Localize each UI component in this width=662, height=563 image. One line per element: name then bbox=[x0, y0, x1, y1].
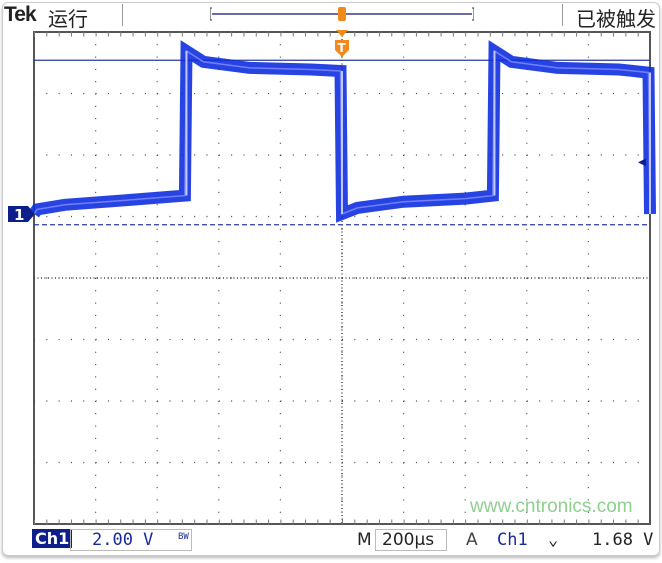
trigger-state: 已被触发 bbox=[576, 7, 656, 31]
trigger-label: A bbox=[466, 530, 478, 550]
brand-logo: Tek bbox=[4, 3, 37, 26]
trigger-marker-label: T bbox=[338, 41, 347, 55]
volts-box bbox=[70, 529, 192, 551]
trigger-level[interactable]: 1.68 V bbox=[592, 530, 654, 550]
bandwidth-limit-icon: BW bbox=[178, 532, 189, 542]
trigger-position-icon bbox=[338, 7, 346, 21]
record-view-bar bbox=[210, 7, 474, 21]
run-state: 运行 bbox=[48, 7, 88, 31]
watermark: www.cntronics.com bbox=[470, 496, 633, 517]
channel-1-ground-marker bbox=[8, 206, 35, 222]
channel-1-button[interactable]: Ch1 bbox=[32, 529, 73, 548]
falling-edge-icon: ⌄ bbox=[548, 530, 559, 550]
timebase-box bbox=[375, 529, 447, 551]
divider bbox=[562, 4, 563, 26]
trigger-level-icon bbox=[638, 158, 646, 167]
trigger-pointer-icon bbox=[336, 30, 348, 37]
divider bbox=[122, 4, 123, 26]
trigger-time-icon bbox=[335, 40, 349, 57]
trigger-source[interactable]: Ch1 bbox=[497, 530, 528, 550]
timebase-label: M bbox=[357, 530, 372, 550]
time-per-div[interactable]: 200µs bbox=[382, 530, 435, 550]
volts-per-div[interactable]: 2.00 V bbox=[92, 530, 154, 550]
channel-1-marker-label: 1 bbox=[14, 206, 24, 224]
